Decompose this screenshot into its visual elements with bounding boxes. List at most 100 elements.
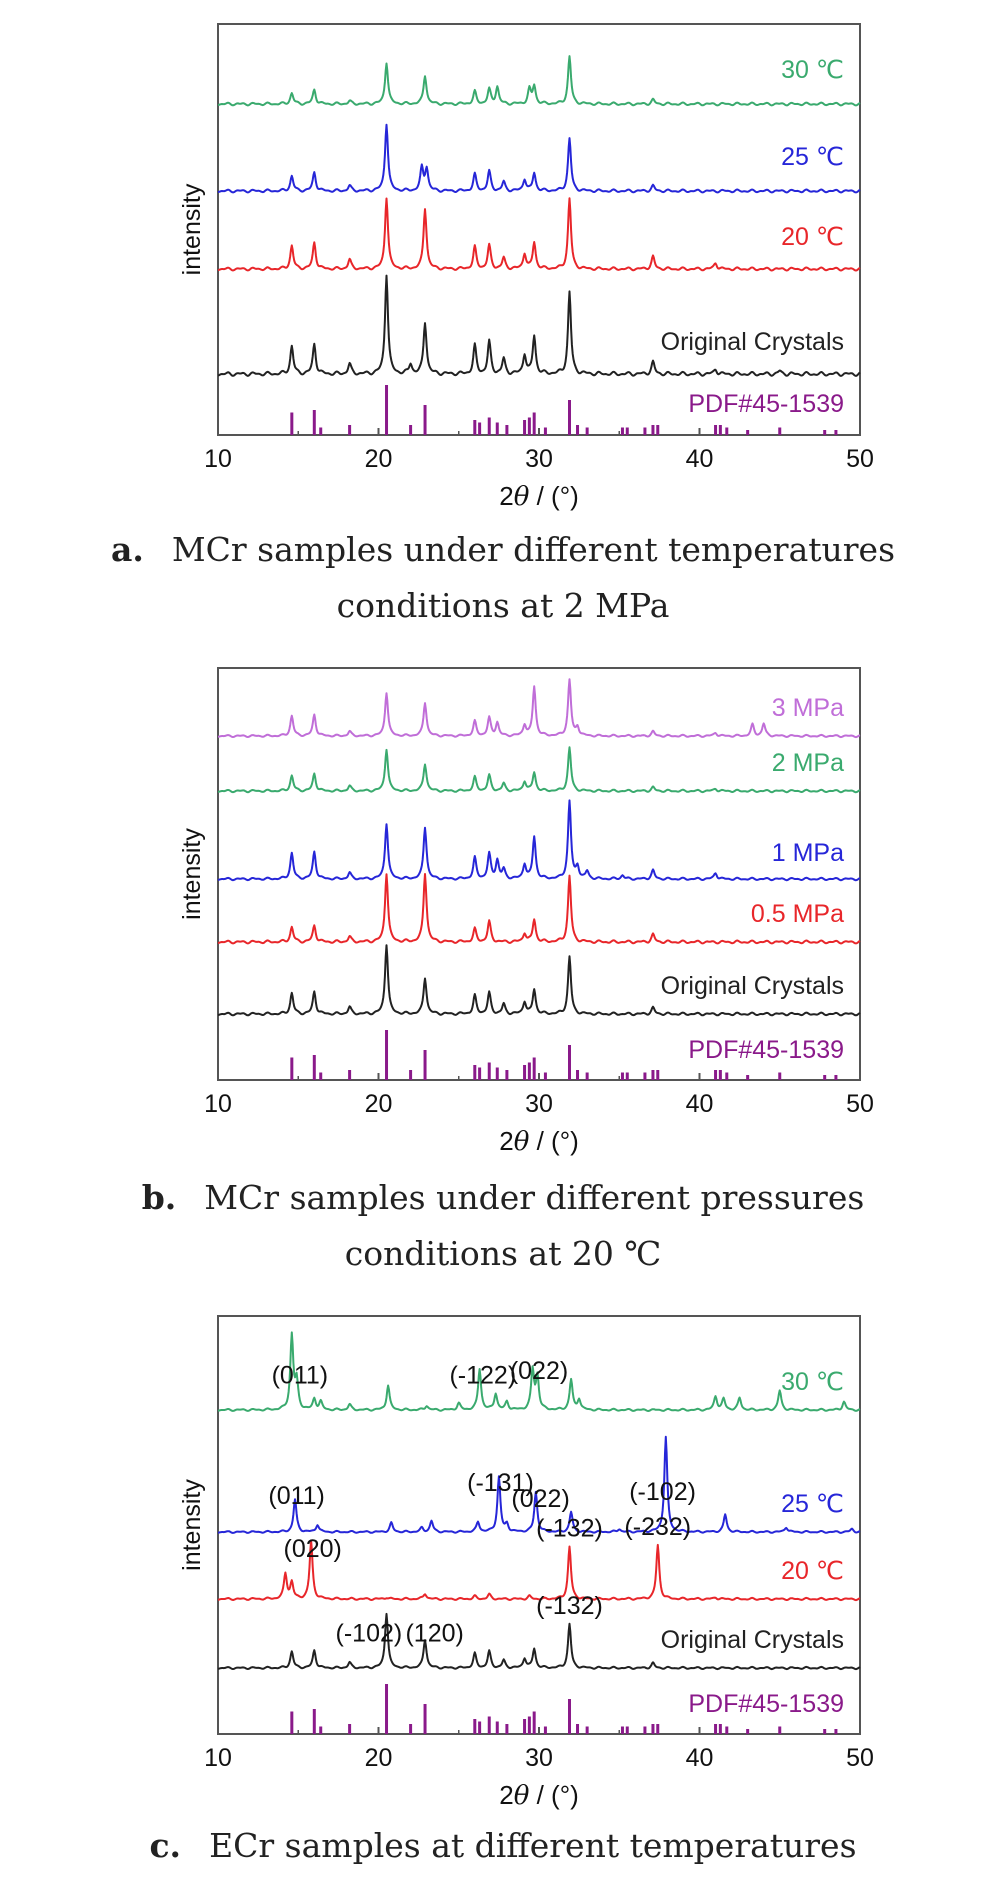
y-axis-label: intensity	[178, 183, 206, 275]
x-axis-label: 2θ / (°)	[499, 1780, 579, 1811]
series-line	[217, 1331, 861, 1412]
series-label: Original Crystals	[661, 972, 844, 1000]
x-tick-label: 40	[686, 1744, 714, 1772]
peak-annotation: (-102)	[336, 1620, 403, 1648]
peak-annotation: (011)	[268, 1482, 325, 1510]
series-line	[217, 678, 861, 739]
peak-annotation: (020)	[284, 1535, 342, 1563]
series-line	[217, 55, 861, 107]
series-label: 1 MPa	[772, 839, 844, 867]
x-axis-label-theta: θ	[514, 1781, 530, 1811]
series-label: 0.5 MPa	[751, 900, 844, 928]
x-tick-label: 30	[525, 1744, 553, 1772]
series-label: 2 MPa	[772, 749, 844, 777]
series-2	[217, 197, 861, 272]
caption-line2: conditions at 2 MPa	[336, 586, 670, 625]
x-tick-label: 20	[365, 445, 393, 473]
series-line	[217, 873, 861, 945]
x-tick-label: 10	[204, 1090, 232, 1118]
peak-annotation: (022)	[511, 1485, 569, 1513]
series-label: PDF#45-1539	[688, 1690, 844, 1718]
series-line	[217, 123, 861, 194]
series-0	[290, 1684, 838, 1734]
series-2	[217, 1539, 861, 1602]
caption-b: b. MCr samples under different pressures …	[0, 1170, 1006, 1282]
x-tick-label: 20	[365, 1744, 393, 1772]
series-line	[217, 944, 861, 1017]
x-axis-label-theta: θ	[514, 1127, 530, 1157]
series-label: Original Crystals	[661, 328, 844, 356]
y-axis-label: intensity	[178, 1479, 206, 1571]
series-line	[217, 274, 861, 377]
x-axis-label-prefix: 2	[499, 481, 513, 511]
series-label: PDF#45-1539	[688, 1036, 844, 1064]
series-3	[217, 1435, 861, 1534]
series-4	[217, 55, 861, 107]
series-line	[217, 1539, 861, 1602]
x-tick-label: 50	[846, 1744, 874, 1772]
x-tick-label: 10	[204, 1744, 232, 1772]
series-line	[217, 746, 861, 794]
peak-annotation: (-132)	[536, 1515, 603, 1543]
caption-line1: MCr samples under different temperatures	[171, 530, 896, 569]
peak-annotation: (-131)	[467, 1469, 534, 1497]
x-tick-label: 10	[204, 445, 232, 473]
caption-line2: conditions at 20 ℃	[344, 1234, 662, 1273]
peak-annotation: (-132)	[536, 1592, 603, 1620]
series-5	[217, 678, 861, 739]
caption-letter: b.	[141, 1178, 177, 1217]
peak-annotation: (-102)	[629, 1478, 696, 1506]
series-3	[217, 799, 861, 882]
chart-c: 10 20 30 40 50 2θ / (°) intensity PDF#45-1539 Or…	[178, 1315, 874, 1811]
series-1	[217, 944, 861, 1017]
series-line	[217, 1435, 861, 1534]
x-axis-label-prefix: 2	[499, 1126, 513, 1156]
x-tick-label: 30	[525, 445, 553, 473]
caption-line1: ECr samples at different temperatures	[209, 1826, 857, 1865]
series-1	[217, 1612, 861, 1671]
x-tick-label: 40	[686, 1090, 714, 1118]
x-tick-label: 50	[846, 445, 874, 473]
series-3	[217, 123, 861, 194]
caption-letter: a.	[110, 530, 144, 569]
peak-annotation: (-232)	[624, 1513, 691, 1541]
chart-a: 10 20 30 40 50 2θ / (°) intensity PDF#45-1539 Or…	[178, 23, 874, 512]
series-0	[290, 1030, 838, 1080]
x-tick-label: 20	[365, 1090, 393, 1118]
peak-annotation: (022)	[510, 1357, 568, 1385]
caption-c: c. ECr samples at different temperatures	[0, 1818, 1006, 1874]
series-4	[217, 746, 861, 794]
y-axis-label: intensity	[178, 828, 206, 920]
series-label: 3 MPa	[772, 694, 844, 722]
peak-annotation: (011)	[272, 1362, 329, 1390]
series-line	[217, 197, 861, 272]
series-label: 25 ℃	[781, 143, 844, 171]
x-axis-label-suffix: / (°)	[529, 481, 578, 511]
series-label: 30 ℃	[781, 1368, 844, 1396]
series-1	[217, 274, 861, 377]
x-axis-label-theta: θ	[514, 482, 530, 512]
x-axis-label-suffix: / (°)	[529, 1126, 578, 1156]
figure-b: 10 20 30 40 50 2θ / (°) intensity PDF#45-1539 Or…	[0, 640, 1006, 1300]
x-axis-label: 2θ / (°)	[499, 481, 579, 512]
series-label: Original Crystals	[661, 1626, 844, 1654]
x-tick-label: 50	[846, 1090, 874, 1118]
figure-a: 10 20 30 40 50 2θ / (°) intensity PDF#45-1539 Or…	[0, 0, 1006, 640]
x-axis-label: 2θ / (°)	[499, 1126, 579, 1157]
figure-c: 10 20 30 40 50 2θ / (°) intensity PDF#45-1539 Or…	[0, 1300, 1006, 1880]
peak-annotation: (-122)	[449, 1362, 516, 1390]
series-line	[217, 799, 861, 882]
caption-letter: c.	[149, 1826, 182, 1865]
series-2	[217, 873, 861, 945]
series-label: 20 ℃	[781, 1557, 844, 1585]
x-tick-label: 40	[686, 445, 714, 473]
series-label: 30 ℃	[781, 56, 844, 84]
x-axis-label-prefix: 2	[499, 1780, 513, 1810]
series-label: 25 ℃	[781, 1490, 844, 1518]
series-0	[290, 385, 838, 435]
series-line	[217, 1612, 861, 1671]
series-label: PDF#45-1539	[688, 390, 844, 418]
caption-line1: MCr samples under different pressures	[204, 1178, 865, 1217]
x-axis-label-suffix: / (°)	[529, 1780, 578, 1810]
chart-b: 10 20 30 40 50 2θ / (°) intensity PDF#45-1539 Or…	[178, 667, 874, 1157]
